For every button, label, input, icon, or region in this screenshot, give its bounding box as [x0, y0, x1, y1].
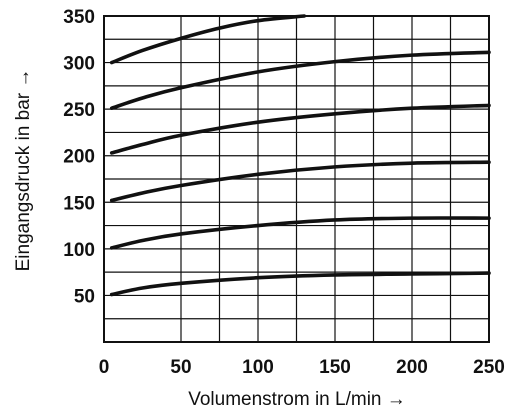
y-tick-label: 150 — [63, 193, 95, 214]
x-axis-label: Volumenstrom in L/min → — [188, 389, 406, 410]
x-tick-label: 50 — [170, 357, 191, 378]
pressure-curve — [109, 50, 491, 111]
grid — [104, 16, 489, 342]
x-tick-label: 0 — [99, 357, 110, 378]
pressure-curve — [109, 216, 491, 250]
y-tick-label: 250 — [63, 100, 95, 121]
y-tick-label: 50 — [74, 286, 95, 307]
x-tick-label: 200 — [396, 357, 428, 378]
x-tick-label: 100 — [242, 357, 274, 378]
pressure-curve — [109, 271, 491, 297]
y-tick-label: 300 — [63, 54, 95, 75]
y-tick-label: 350 — [63, 7, 95, 28]
y-tick-label: 200 — [63, 147, 95, 168]
pressure-curve — [109, 160, 491, 203]
plot-frame — [103, 15, 490, 343]
x-tick-label: 150 — [319, 357, 351, 378]
pressure-curve — [109, 103, 491, 155]
curves — [109, 14, 491, 297]
y-axis-label: Eingangsdruck in bar → — [13, 69, 34, 272]
pressure-curve — [109, 14, 306, 65]
y-tick-label: 100 — [63, 240, 95, 261]
x-tick-labels: 0 50 100 150 200 250 — [99, 357, 505, 378]
y-tick-labels: 50 100 150 200 250 300 350 — [63, 7, 95, 307]
x-tick-label: 250 — [473, 357, 505, 378]
